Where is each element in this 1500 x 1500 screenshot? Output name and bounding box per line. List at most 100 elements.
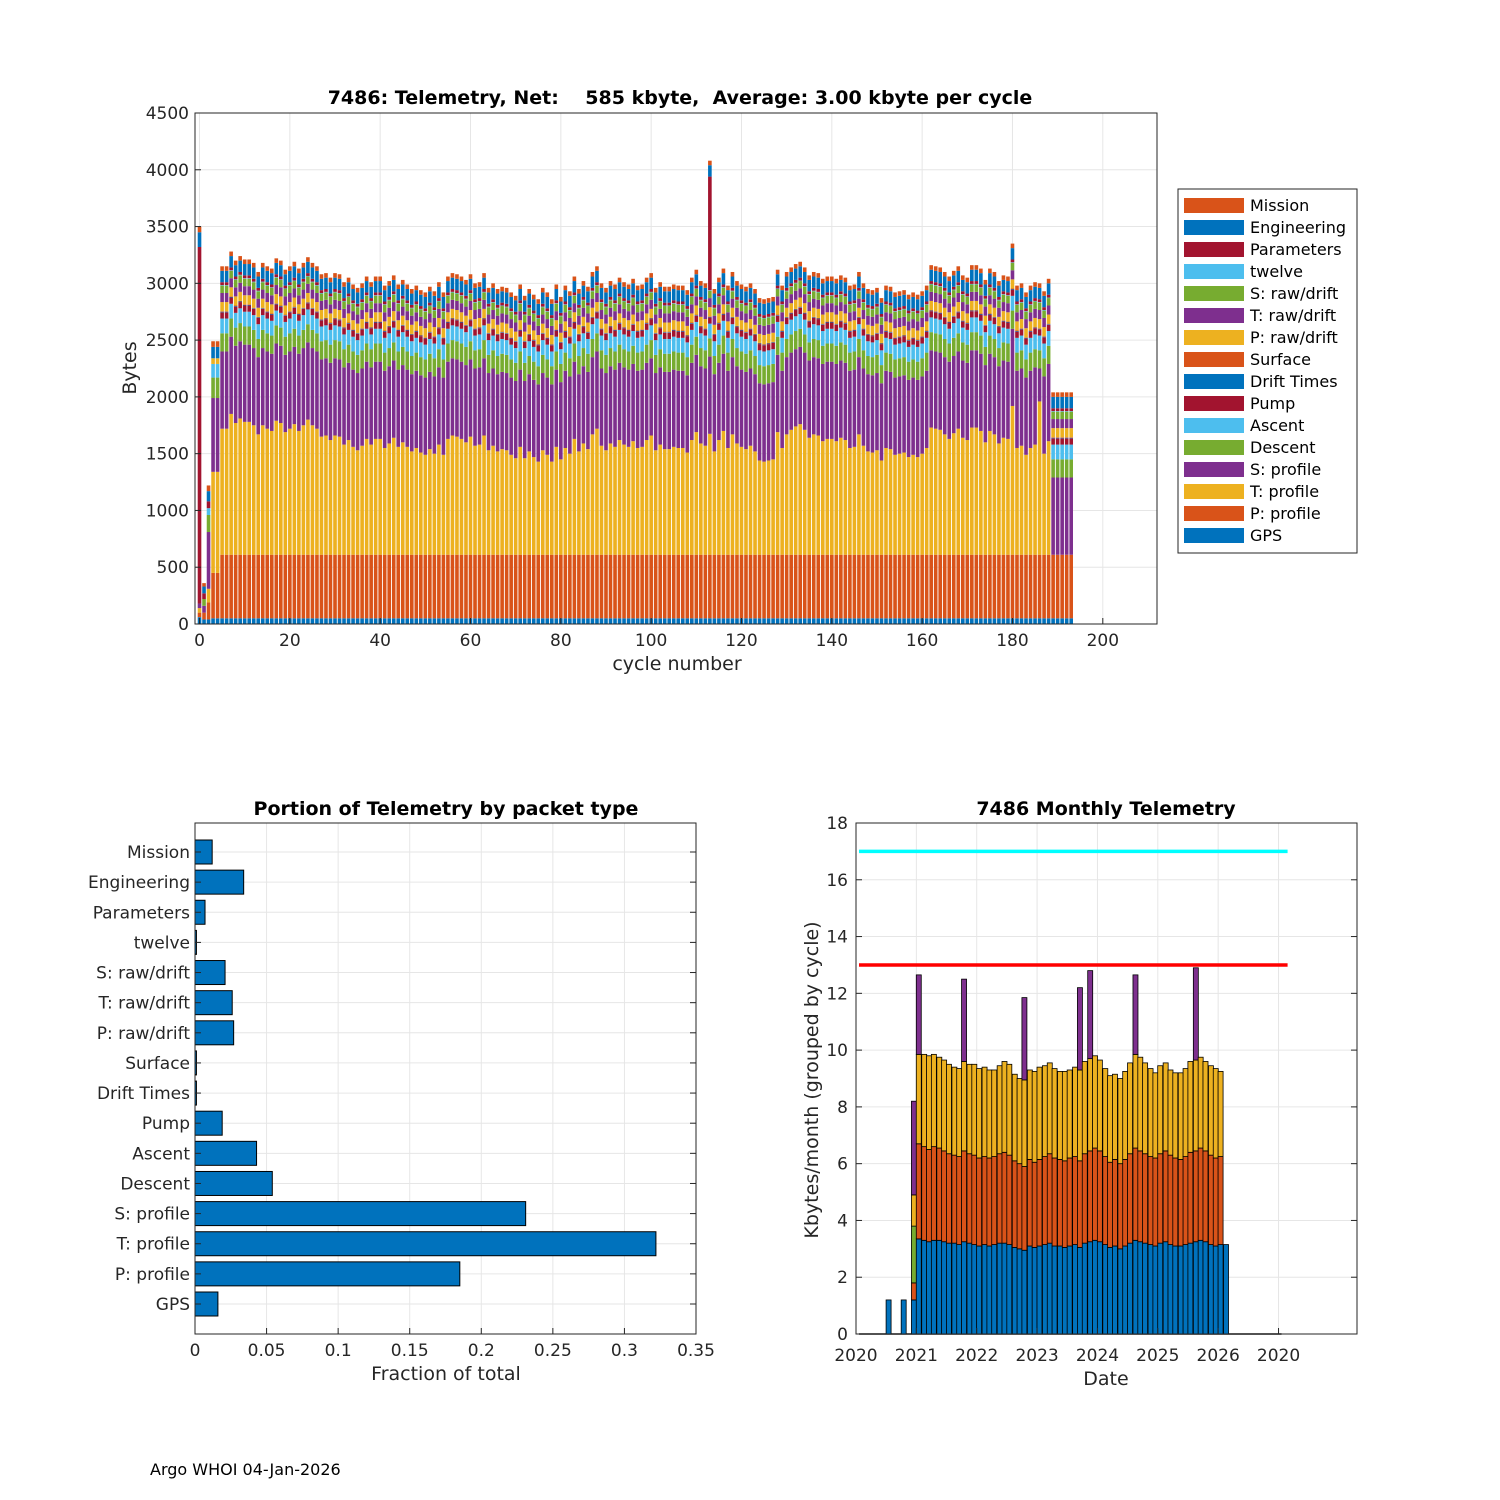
top-bar-segment bbox=[965, 296, 970, 297]
top-bar-segment bbox=[369, 349, 373, 368]
top-bar-segment bbox=[834, 294, 839, 298]
top-bar-segment bbox=[979, 353, 983, 431]
top-bar-segment bbox=[983, 346, 988, 366]
top-bar-segment bbox=[324, 292, 328, 300]
br-bar-segment bbox=[1061, 1071, 1068, 1162]
top-bar-segment bbox=[662, 371, 667, 450]
top-bar-segment bbox=[595, 554, 599, 619]
top-bar-segment bbox=[1015, 331, 1019, 338]
top-bar-segment bbox=[360, 554, 364, 619]
top-bar-segment bbox=[644, 304, 649, 314]
top-bar-segment bbox=[820, 298, 825, 306]
top-bar-segment bbox=[464, 325, 468, 326]
top-bar-segment bbox=[766, 324, 771, 334]
top-bar-segment bbox=[721, 313, 726, 315]
top-bar-segment bbox=[1006, 276, 1010, 282]
top-bar-segment bbox=[848, 370, 852, 448]
top-bar-segment bbox=[301, 262, 306, 268]
top-bar-segment bbox=[979, 320, 983, 336]
top-bar-segment bbox=[1028, 554, 1033, 619]
top-bar-segment bbox=[473, 302, 477, 303]
top-bar-segment bbox=[784, 276, 789, 288]
top-bar-segment bbox=[1055, 396, 1060, 409]
top-bar-segment bbox=[766, 316, 771, 318]
top-bar-segment bbox=[834, 331, 839, 346]
top-bar-segment bbox=[721, 287, 726, 288]
top-bar-segment bbox=[843, 313, 848, 323]
top-bar-segment bbox=[920, 291, 924, 296]
top-bar-segment bbox=[766, 350, 771, 366]
top-bar-segment bbox=[699, 285, 703, 297]
top-bar-segment bbox=[884, 447, 888, 555]
top-bar-segment bbox=[581, 327, 586, 334]
top-bar-segment bbox=[509, 308, 513, 312]
top-bar-segment bbox=[635, 352, 640, 371]
top-bar-segment bbox=[1010, 270, 1015, 280]
top-bar-segment bbox=[1033, 618, 1037, 624]
top-bar-segment bbox=[667, 618, 672, 624]
top-bar-segment bbox=[256, 298, 261, 308]
top-bar-segment bbox=[346, 277, 351, 283]
top-bar-segment bbox=[414, 352, 419, 371]
br-bar-segment bbox=[1072, 1066, 1079, 1157]
top-bar-segment bbox=[256, 290, 261, 292]
top-bar-segment bbox=[640, 329, 644, 331]
top-bar-segment bbox=[473, 302, 477, 311]
top-bar-segment bbox=[1051, 396, 1055, 409]
top-bar-segment bbox=[857, 287, 861, 291]
top-bar-segment bbox=[351, 330, 355, 337]
top-bar-segment bbox=[568, 358, 572, 377]
top-bar-segment bbox=[518, 303, 522, 304]
top-bar-segment bbox=[238, 618, 242, 624]
top-bar-segment bbox=[983, 618, 988, 624]
top-bar-segment bbox=[911, 319, 915, 329]
top-bar-segment bbox=[292, 277, 297, 281]
top-bar-segment bbox=[378, 295, 382, 296]
br-bar-segment bbox=[1077, 1160, 1083, 1248]
top-bar-segment bbox=[568, 310, 572, 311]
top-bar-segment bbox=[1069, 437, 1073, 438]
br-bar-segment bbox=[1042, 1244, 1048, 1335]
top-bar-segment bbox=[586, 554, 590, 619]
top-bar-segment bbox=[563, 312, 568, 322]
top-bar-segment bbox=[911, 344, 915, 360]
top-bar-segment bbox=[581, 366, 586, 444]
top-bar-segment bbox=[400, 442, 405, 555]
top-bar-segment bbox=[595, 285, 599, 293]
br-bar-segment bbox=[1077, 1247, 1083, 1335]
top-bar-segment bbox=[960, 437, 965, 555]
top-bar-segment bbox=[568, 376, 572, 454]
top-bar-segment bbox=[1037, 299, 1042, 303]
top-bar-segment bbox=[373, 295, 378, 296]
top-bar-segment bbox=[1046, 441, 1051, 555]
top-bar-segment bbox=[1046, 324, 1051, 332]
top-bar-segment bbox=[974, 300, 979, 311]
top-bar-segment bbox=[635, 370, 640, 448]
top-bar-segment bbox=[680, 618, 685, 624]
top-bar-segment bbox=[288, 554, 292, 619]
top-bar-segment bbox=[902, 309, 906, 317]
top-bar-segment bbox=[306, 261, 310, 274]
top-bar-segment bbox=[626, 554, 631, 619]
top-bar-segment bbox=[324, 435, 328, 555]
top-bar-segment bbox=[563, 554, 568, 619]
top-bar-segment bbox=[924, 321, 929, 331]
top-bar-segment bbox=[735, 333, 739, 349]
br-x-tick-label: 2025 bbox=[1136, 1346, 1179, 1366]
top-bar-segment bbox=[459, 343, 464, 362]
top-bar-segment bbox=[1069, 477, 1073, 555]
top-bar-segment bbox=[906, 340, 911, 341]
top-bar-segment bbox=[364, 281, 369, 293]
top-bar-segment bbox=[830, 295, 834, 304]
top-bar-segment bbox=[328, 554, 333, 619]
top-bar-segment bbox=[522, 554, 527, 619]
top-bar-segment bbox=[1010, 405, 1015, 555]
bl-category-label: P: profile bbox=[115, 1265, 190, 1285]
br-bar-segment bbox=[1006, 1154, 1013, 1245]
top-bar-segment bbox=[811, 618, 816, 624]
br-bar-segment bbox=[1127, 1062, 1133, 1155]
top-bar-segment bbox=[699, 327, 703, 334]
top-bar-segment bbox=[301, 267, 306, 279]
top-bar-segment bbox=[766, 460, 771, 555]
top-bar-segment bbox=[324, 277, 328, 290]
